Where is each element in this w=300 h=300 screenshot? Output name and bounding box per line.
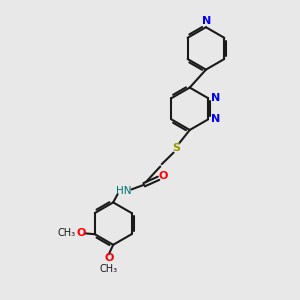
- Text: O: O: [159, 171, 168, 181]
- Text: N: N: [202, 16, 211, 26]
- Text: N: N: [211, 114, 220, 124]
- Text: HN: HN: [116, 186, 131, 196]
- Text: S: S: [172, 143, 181, 153]
- Text: O: O: [104, 253, 113, 263]
- Text: CH₃: CH₃: [58, 228, 76, 238]
- Text: CH₃: CH₃: [99, 264, 117, 274]
- Text: O: O: [76, 228, 86, 238]
- Text: N: N: [211, 93, 220, 103]
